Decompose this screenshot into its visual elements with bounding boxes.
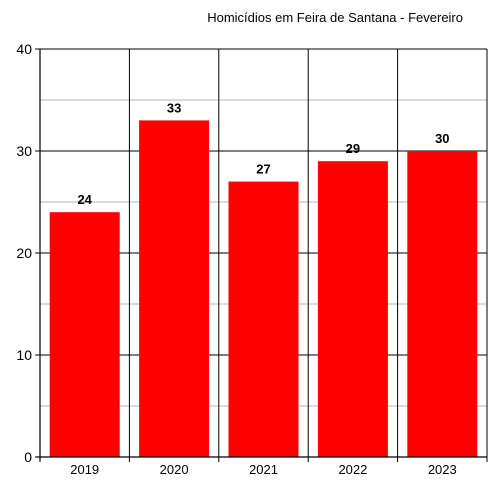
data-label-2019: 24: [77, 192, 92, 207]
x-tick-label-2020: 2020: [160, 462, 189, 477]
y-tick-label: 0: [24, 449, 32, 465]
data-label-2023: 30: [435, 131, 449, 146]
y-tick-label: 20: [16, 245, 32, 261]
x-tick-label-2022: 2022: [338, 462, 367, 477]
data-label-2021: 27: [256, 162, 270, 177]
y-tick-label: 10: [16, 347, 32, 363]
x-tick-label-2019: 2019: [70, 462, 99, 477]
bar-2021: [228, 181, 299, 457]
bar-layer: [49, 120, 478, 458]
bar-2019: [49, 212, 120, 457]
chart-title: Homicídios em Feira de Santana - Feverei…: [207, 10, 463, 25]
bar-2022: [317, 161, 388, 457]
bar-2020: [139, 120, 210, 458]
data-label-2022: 29: [346, 141, 360, 156]
bar-2023: [407, 151, 478, 457]
data-label-2020: 33: [167, 100, 181, 115]
x-tick-label-2021: 2021: [249, 462, 278, 477]
label-layer: 24 33 27 29 30: [77, 100, 449, 207]
y-tick-label: 30: [16, 143, 32, 159]
axis-layer: 0 10 20 30 40 2019 2020 2021 2022 2023: [16, 41, 488, 477]
x-tick-label-2023: 2023: [428, 462, 457, 477]
y-tick-label: 40: [16, 41, 32, 57]
